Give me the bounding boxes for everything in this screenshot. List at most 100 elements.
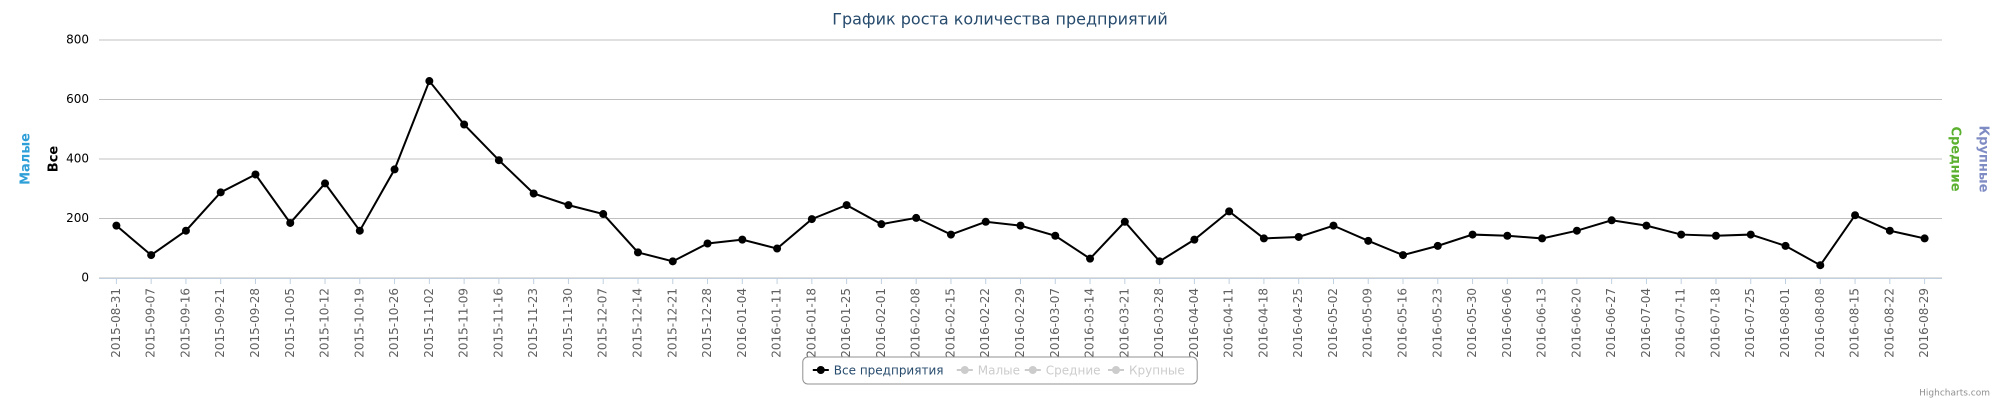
x-tick-label: 2016-01-04 <box>735 288 749 358</box>
point <box>251 170 260 179</box>
x-tick-label: 2016-01-11 <box>770 288 784 358</box>
legend: Все предприятия Малые Средние Крупные <box>802 356 1198 385</box>
x-tick-label: 2016-08-08 <box>1813 288 1827 358</box>
x-tick-label: 2016-03-21 <box>1117 288 1131 358</box>
point <box>112 221 121 230</box>
x-tick-label: 2015-12-07 <box>596 288 610 358</box>
x-tick-label: 2016-05-09 <box>1361 288 1375 358</box>
x-tick-label: 2016-01-25 <box>839 288 853 358</box>
x-tick-label: 2016-07-11 <box>1674 288 1688 358</box>
legend-symbol <box>816 366 825 374</box>
x-tick-label: 2015-08-31 <box>109 288 123 358</box>
legend-label: Все предприятия <box>834 364 944 378</box>
x-tick-label: 2016-05-23 <box>1430 288 1444 358</box>
point <box>425 77 434 86</box>
point <box>355 226 364 235</box>
point <box>1781 241 1790 250</box>
legend-item[interactable]: Средние <box>1024 364 1101 378</box>
x-tick-label: 2016-06-13 <box>1535 288 1549 358</box>
point <box>1086 254 1095 263</box>
x-tick-label: 2015-11-30 <box>561 288 575 358</box>
x-tick-label: 2015-09-28 <box>248 288 262 358</box>
y-tick-label: 400 <box>66 152 89 166</box>
x-tick-label: 2016-06-06 <box>1500 288 1514 358</box>
legend-item[interactable]: Крупные <box>1108 364 1185 378</box>
y-tick-label: 600 <box>66 92 89 106</box>
x-tick-label: 2015-11-09 <box>457 288 471 358</box>
point <box>842 201 851 210</box>
x-tick-label: 2016-02-22 <box>978 288 992 358</box>
x-tick-label: 2015-12-14 <box>630 288 644 358</box>
point <box>1433 241 1442 250</box>
point <box>1329 221 1338 230</box>
legend-symbol <box>1112 366 1120 374</box>
x-tick-label: 2016-05-30 <box>1465 288 1479 358</box>
x-tick-label: 2015-09-21 <box>213 288 227 358</box>
point <box>1607 216 1616 225</box>
axis-title: Крупные <box>1976 126 1991 193</box>
point <box>1816 261 1825 270</box>
credits[interactable]: Highcharts.com <box>1919 389 1990 399</box>
point <box>147 251 156 260</box>
point <box>912 213 921 222</box>
x-tick-label: 2016-06-20 <box>1569 288 1583 358</box>
x-tick-label: 2016-08-22 <box>1882 288 1896 358</box>
point <box>946 230 955 239</box>
point <box>390 165 399 174</box>
point <box>321 179 330 188</box>
point <box>564 201 573 210</box>
point <box>181 226 190 235</box>
legend-symbol <box>960 366 969 374</box>
axis-title: Все <box>47 146 62 173</box>
point <box>1225 207 1234 216</box>
legend-item[interactable]: Малые <box>956 364 1020 378</box>
point <box>1259 234 1268 243</box>
legend-item[interactable]: Все предприятия <box>812 364 944 378</box>
point <box>1711 231 1720 240</box>
x-tick-label: 2016-04-25 <box>1291 288 1305 358</box>
x-tick-label: 2016-05-16 <box>1396 288 1410 358</box>
point <box>1294 232 1303 241</box>
point <box>668 257 677 266</box>
point <box>807 215 816 224</box>
chart-title: График роста количества предприятий <box>832 10 1168 29</box>
x-tick-label: 2015-10-19 <box>352 288 366 358</box>
x-tick-label: 2016-03-07 <box>1048 288 1062 358</box>
point <box>460 120 469 129</box>
point <box>1572 226 1581 235</box>
x-tick-label: 2016-04-11 <box>1222 288 1236 358</box>
point <box>286 218 295 227</box>
point <box>529 189 538 198</box>
x-tick-label: 2016-08-29 <box>1917 288 1931 358</box>
point <box>981 217 990 226</box>
point <box>1677 230 1686 239</box>
x-tick-label: 2016-02-15 <box>943 288 957 358</box>
axis-title: Малые <box>19 133 34 185</box>
x-tick-label: 2016-08-15 <box>1848 288 1862 358</box>
x-tick-label: 2016-04-04 <box>1187 288 1201 358</box>
x-tick-label: 2015-09-07 <box>144 288 158 358</box>
point <box>1155 257 1164 266</box>
x-tick-label: 2016-08-01 <box>1778 288 1792 358</box>
point <box>1190 235 1199 244</box>
y-tick-label: 800 <box>66 33 89 47</box>
x-tick-label: 2016-04-18 <box>1256 288 1270 358</box>
point <box>1016 221 1025 230</box>
point <box>1120 217 1129 226</box>
point <box>1885 226 1894 235</box>
y-tick-label: 200 <box>66 211 89 225</box>
axis-title: Средние <box>1948 126 1963 191</box>
x-tick-label: 2016-07-25 <box>1743 288 1757 358</box>
point <box>1399 251 1408 260</box>
x-tick-label: 2015-09-16 <box>178 288 192 358</box>
x-tick-label: 2015-11-02 <box>422 288 436 358</box>
x-tick-label: 2016-05-02 <box>1326 288 1340 358</box>
line <box>115 79 1925 267</box>
x-tick-label: 2015-11-16 <box>491 288 505 358</box>
point <box>1538 234 1547 243</box>
x-tick-label: 2015-12-28 <box>700 288 714 358</box>
x-tick-label: 2015-12-21 <box>665 288 679 358</box>
x-tick-label: 2016-02-08 <box>909 288 923 358</box>
x-tick-label: 2015-11-23 <box>526 288 540 358</box>
